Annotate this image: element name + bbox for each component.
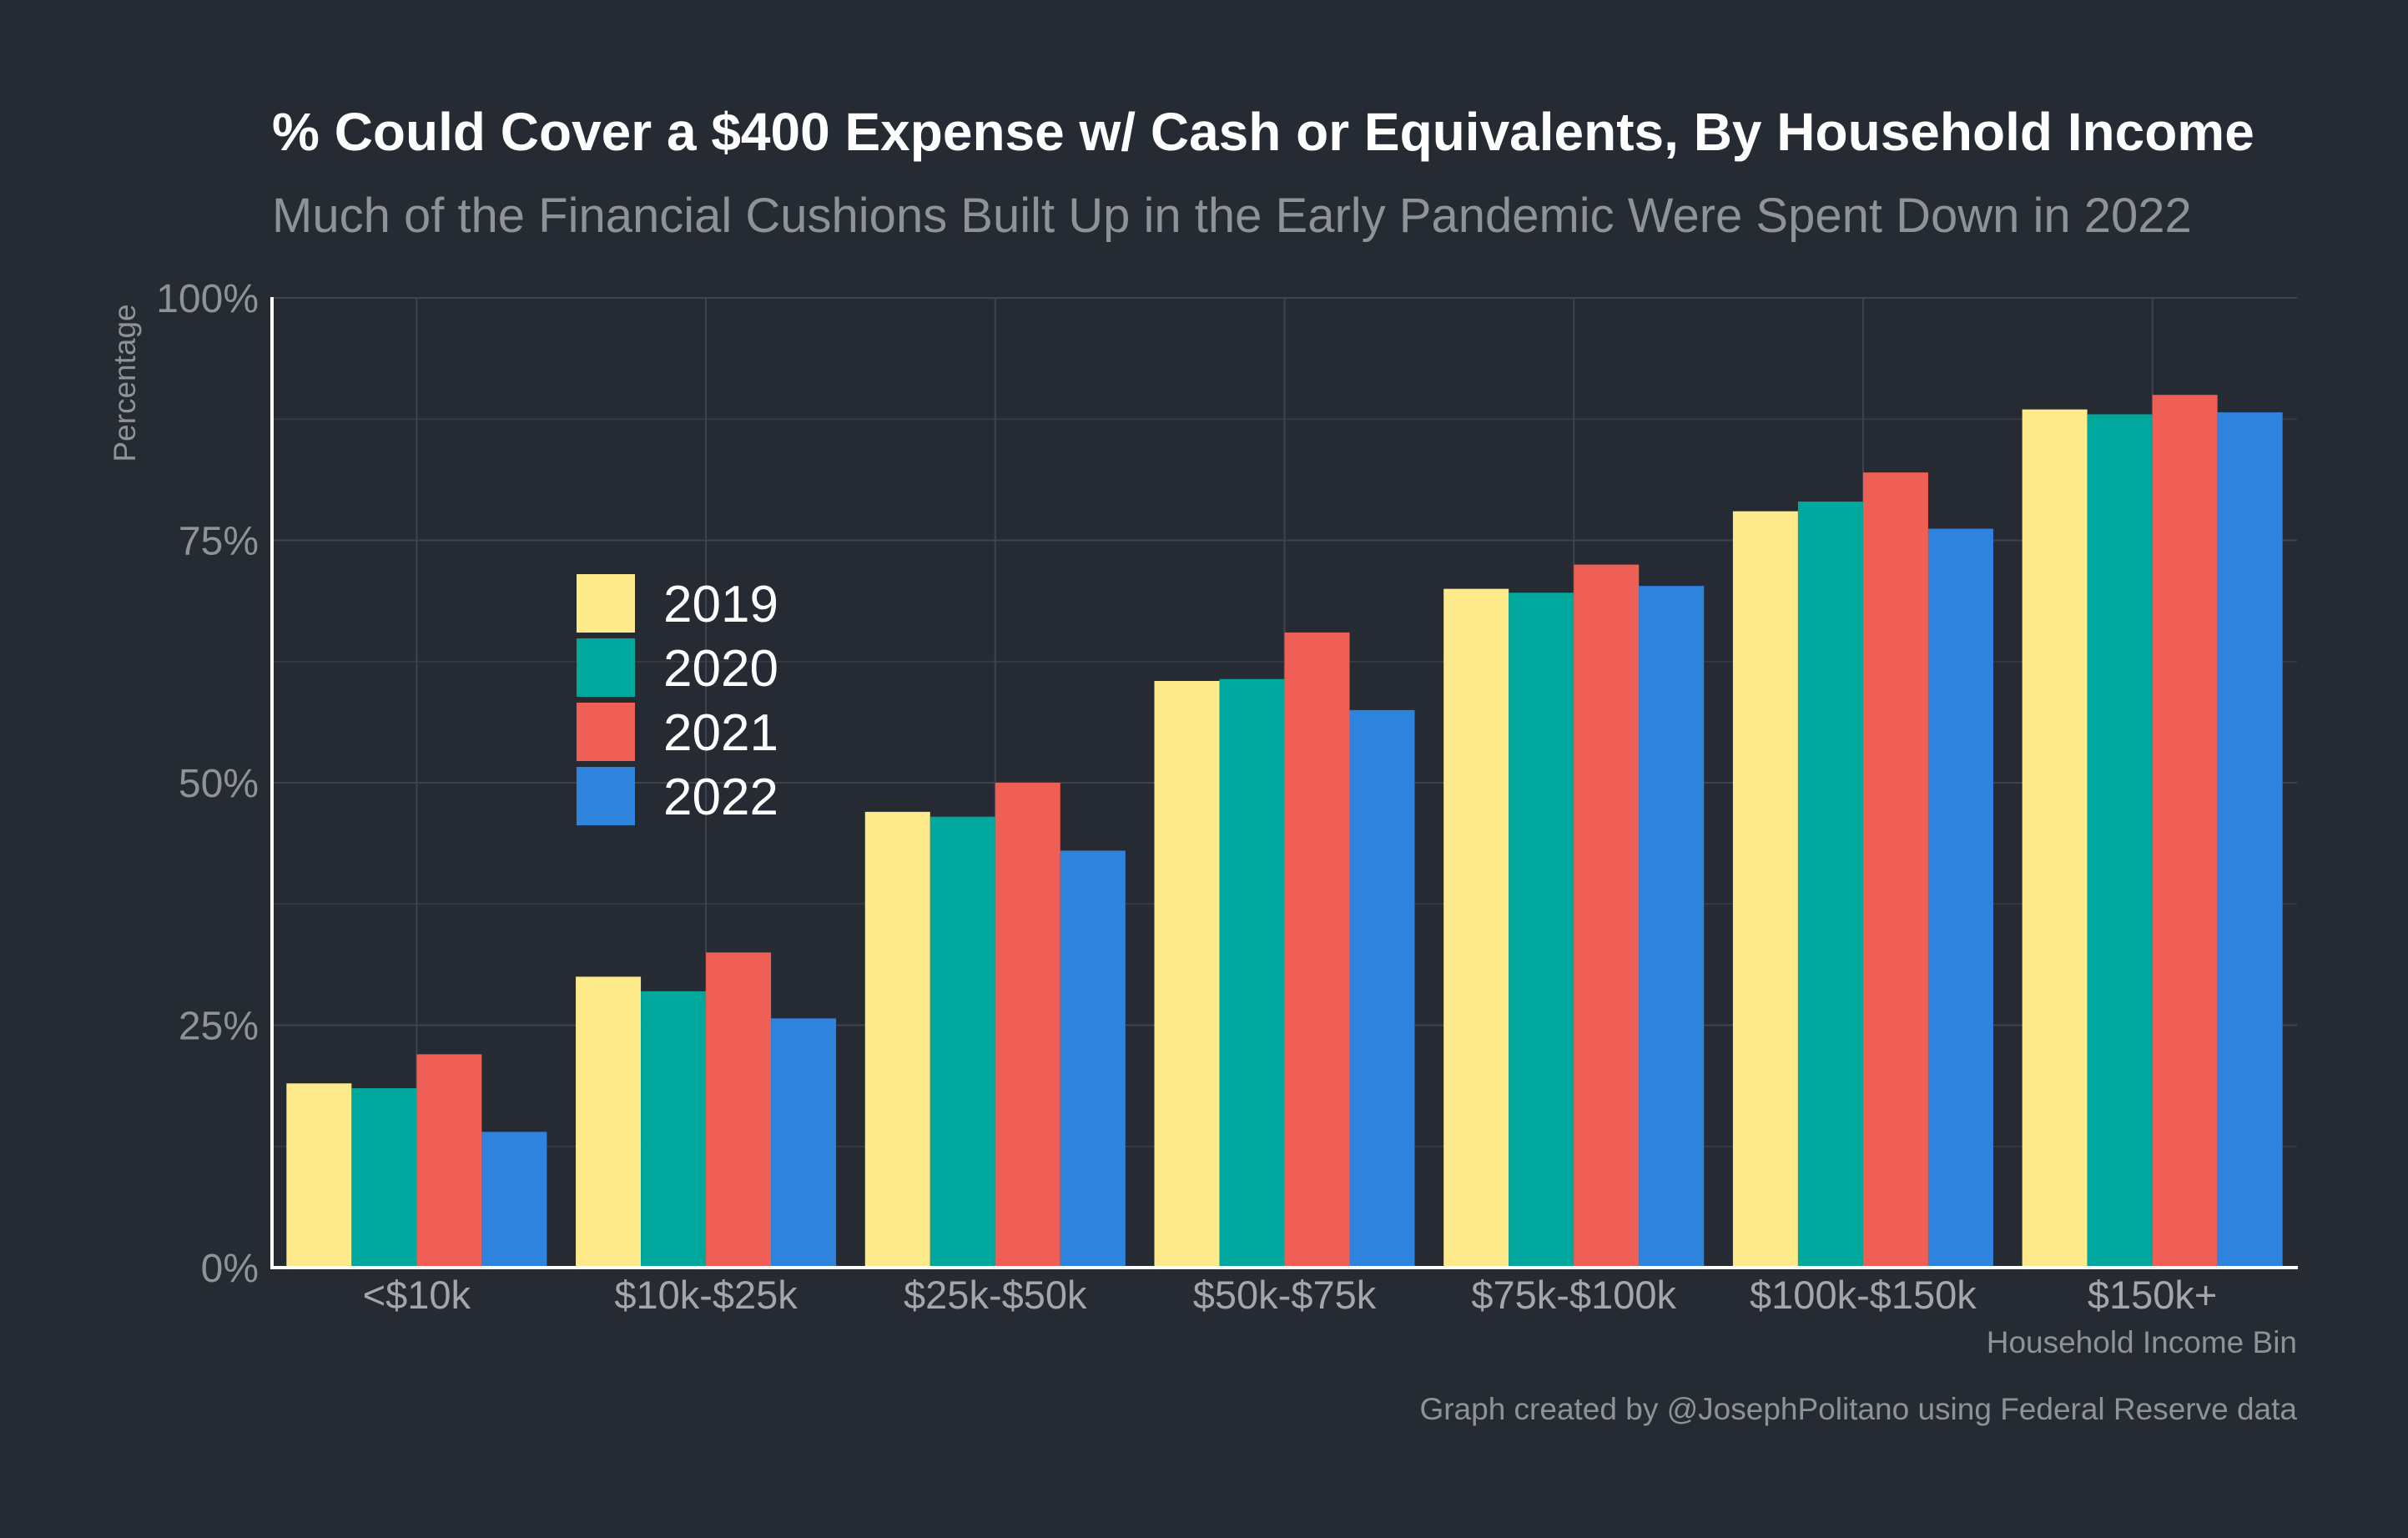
bar-2022 (1927, 528, 1993, 1268)
bar-2019 (286, 1083, 352, 1268)
bar-2022 (1060, 850, 1126, 1268)
x-tick-label: $75k-$100k (1471, 1273, 1676, 1317)
bar-2022 (481, 1132, 547, 1268)
bar-2022 (1639, 586, 1705, 1268)
source-caption: Graph created by @JosephPolitano using F… (1419, 1392, 2297, 1426)
x-axis-ticks: <$10k $10k-$25k $25k-$50k $50k-$75k $75k-$10… (363, 1273, 2218, 1317)
legend: 2019 2020 2021 2022 (577, 574, 778, 826)
legend-label-2019: 2019 (663, 576, 778, 633)
legend-swatch-2020 (577, 638, 635, 697)
bar-2022 (771, 1018, 837, 1268)
bar-2020 (351, 1088, 417, 1268)
x-tick-label: $10k-$25k (614, 1273, 798, 1317)
bar-2019 (864, 811, 930, 1268)
bar-2021 (995, 783, 1060, 1268)
y-tick-label: 75% (179, 520, 259, 564)
bar-2021 (1574, 564, 1640, 1268)
bar-2022 (2217, 412, 2283, 1268)
x-tick-label: <$10k (363, 1273, 471, 1317)
bar-2019 (1154, 680, 1220, 1268)
legend-swatch-2021 (577, 703, 635, 761)
bar-2019 (1732, 511, 1798, 1268)
legend-label-2021: 2021 (663, 704, 778, 762)
bar-2019 (1443, 588, 1509, 1268)
bar-2020 (1797, 502, 1863, 1268)
bar-2021 (1862, 472, 1928, 1268)
legend-swatch-2019 (577, 574, 635, 633)
chart-subtitle: Much of the Financial Cushions Built Up … (272, 189, 2192, 243)
x-tick-label: $100k-$150k (1750, 1273, 1977, 1317)
y-axis-label: Percentage (108, 304, 142, 461)
legend-label-2020: 2020 (663, 640, 778, 698)
y-tick-label: 0% (201, 1247, 259, 1291)
bar-2020 (929, 816, 995, 1268)
chart-title: % Could Cover a $400 Expense w/ Cash or … (272, 102, 2254, 162)
legend-label-2022: 2022 (663, 769, 778, 826)
bar-2021 (416, 1054, 482, 1268)
bar-2020 (2087, 414, 2153, 1268)
bar-2019 (2022, 409, 2088, 1268)
y-tick-label: 25% (179, 1005, 259, 1049)
y-tick-label: 100% (156, 277, 259, 321)
x-tick-label: $25k-$50k (904, 1273, 1087, 1317)
bar-2019 (576, 976, 642, 1268)
bar-2020 (1219, 678, 1285, 1268)
x-axis-label: Household Income Bin (1987, 1325, 2297, 1359)
x-tick-label: $50k-$75k (1193, 1273, 1377, 1317)
bar-2021 (706, 952, 772, 1268)
y-tick-label: 50% (179, 762, 259, 806)
bar-2020 (1509, 593, 1574, 1268)
bar-2022 (1349, 709, 1415, 1268)
bar-2021 (1284, 632, 1350, 1268)
bars (286, 395, 2283, 1268)
legend-swatch-2022 (577, 767, 635, 825)
bar-2020 (641, 991, 707, 1268)
y-axis-ticks: 0% 25% 50% 75% 100% (156, 277, 259, 1291)
bar-2021 (2152, 395, 2218, 1268)
x-tick-label: $150k+ (2088, 1273, 2218, 1317)
